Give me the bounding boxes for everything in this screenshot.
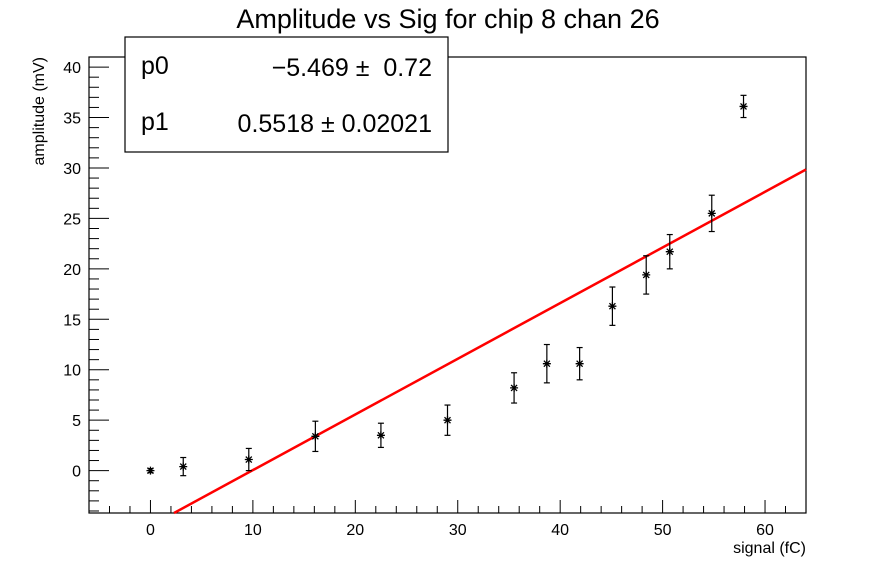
star-marker [146,466,155,475]
y-tick-label: 15 [63,312,81,329]
star-marker [707,209,716,218]
star-marker [542,359,551,368]
y-tick-label: 30 [63,161,81,178]
data-point [146,466,155,475]
x-tick-label: 40 [551,522,569,539]
x-tick-label: 60 [756,522,774,539]
stats-box-frame [124,36,449,153]
y-axis-label: amplitude (mV) [31,57,48,165]
data-point [608,286,617,326]
x-tick-label: 50 [654,522,672,539]
stats-p1-value: 0.5518 ± 0.02021 [238,110,432,138]
star-marker [608,302,617,311]
star-marker [575,359,584,368]
data-point [179,456,188,477]
data-point [707,194,716,233]
data-point [443,404,452,436]
star-marker [244,455,253,464]
data-point [542,343,551,384]
stats-box: p0 −5.469 ± 0.72 p1 0.5518 ± 0.02021 [124,36,449,153]
star-marker [179,462,188,471]
axes: 0 10 20 30 40 50 60 0 5 10 15 20 25 30 35 40 [63,56,807,539]
y-tick-label: 20 [63,262,81,279]
star-marker [311,432,320,441]
data-point [575,346,584,381]
x-tick-label: 10 [244,522,262,539]
y-tick-label: 0 [72,464,81,481]
x-tick-label: 30 [449,522,467,539]
data-point [665,233,674,270]
star-marker [510,383,519,392]
data-point [739,94,748,119]
y-tick-label: 40 [63,60,81,77]
data-point [376,422,385,449]
x-tick-label: 0 [146,522,155,539]
y-tick-label: 10 [63,363,81,380]
star-marker [642,270,651,279]
y-tick-label: 35 [63,111,81,128]
star-marker [376,431,385,440]
data-point [510,372,519,404]
data-point [642,255,651,295]
star-marker [739,102,748,111]
stats-p1-name: p1 [141,108,169,136]
x-tick-label: 20 [346,522,364,539]
data-point [244,447,253,472]
points-layer [146,94,748,477]
chart-title: Amplitude vs Sig for chip 8 chan 26 [236,4,659,34]
y-tick-label: 5 [72,413,81,430]
stats-p0-value: −5.469 ± 0.72 [272,54,432,82]
x-axis-label: signal (fC) [733,540,806,557]
y-tick-label: 25 [63,211,81,228]
star-marker [665,247,674,256]
stats-p0-name: p0 [141,52,169,80]
fit-line [173,168,807,515]
star-marker [443,416,452,425]
data-point [311,420,320,453]
fit-layer [173,168,807,515]
